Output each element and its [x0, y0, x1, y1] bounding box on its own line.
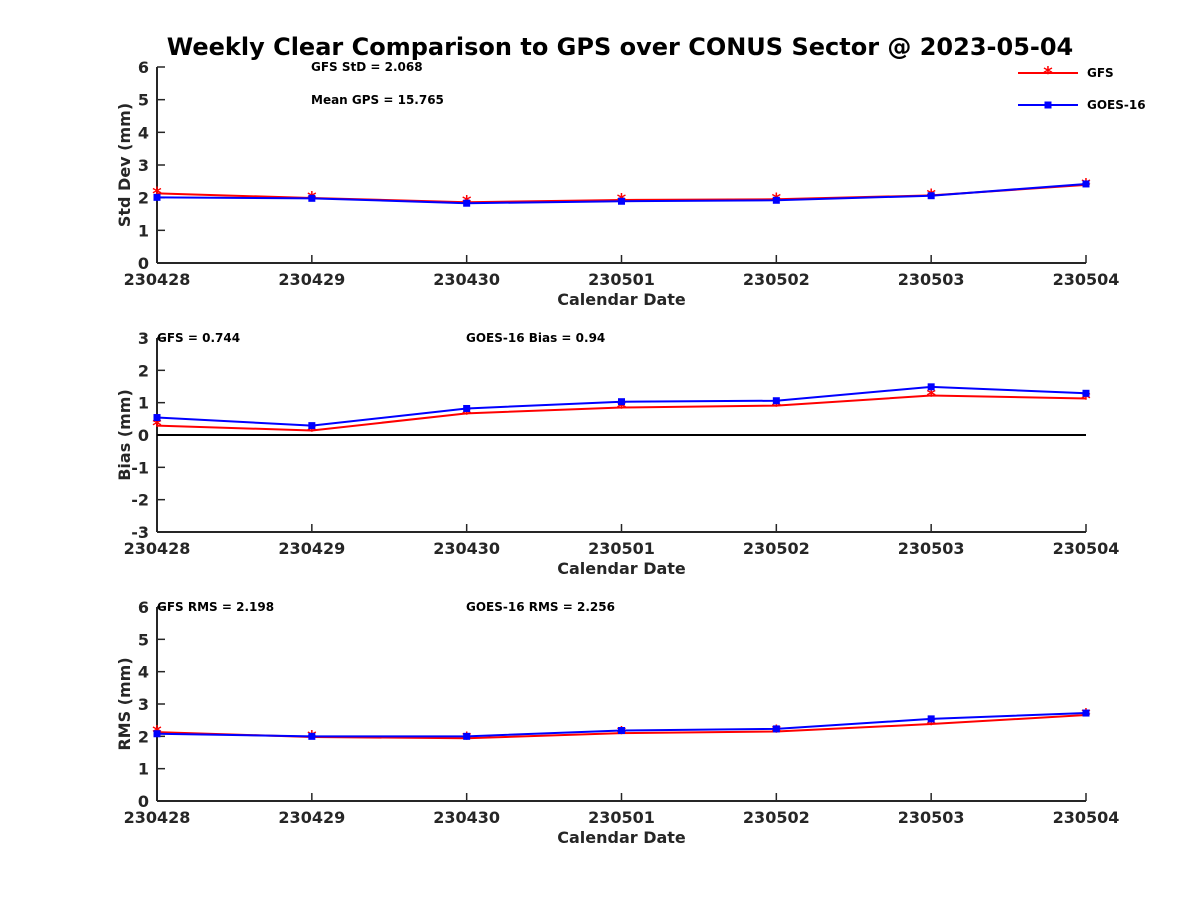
annotation: GOES-16 RMS = 2.256 — [466, 600, 615, 614]
data-point-goes16 — [618, 398, 625, 406]
data-point-goes16 — [772, 397, 780, 405]
chart-title: Weekly Clear Comparison to GPS over CONU… — [167, 33, 1074, 61]
y-axis-label: Bias (mm) — [115, 389, 134, 481]
x-axis-label: Calendar Date — [557, 290, 686, 309]
y-tick-label: 3 — [138, 156, 149, 175]
y-axis-label: Std Dev (mm) — [115, 103, 134, 227]
data-point-gfs: * — [926, 714, 936, 735]
x-tick-label: 230429 — [278, 808, 345, 827]
annotation: GFS = 0.744 — [157, 331, 240, 345]
y-tick-label: 6 — [138, 58, 149, 77]
panel-rms: 0 1 2 3 4 5 6 230428 230429 230430 230501 230502 230… — [115, 598, 1119, 847]
data-point-goes16 — [1082, 709, 1090, 717]
x-tick-label: 230428 — [124, 808, 191, 827]
y-tick-label: 4 — [138, 663, 149, 682]
data-point-goes16 — [153, 414, 161, 422]
y-tick-label: 5 — [138, 630, 149, 649]
x-tick-label: 230503 — [898, 270, 965, 289]
data-point-goes16 — [153, 193, 161, 201]
x-tick-label: 230429 — [278, 270, 345, 289]
y-tick-label: 3 — [138, 695, 149, 714]
annotation: GOES-16 Bias = 0.94 — [466, 331, 605, 345]
y-tick-label: 2 — [138, 189, 149, 208]
data-point-goes16 — [463, 732, 471, 740]
legend-label-goes16: GOES-16 — [1087, 98, 1146, 112]
x-tick-label: 230430 — [433, 808, 500, 827]
legend: * GFS GOES-16 — [1018, 63, 1146, 112]
y-tick-label: 1 — [138, 760, 149, 779]
x-tick-label: 230501 — [588, 808, 655, 827]
data-point-gfs: * — [1081, 388, 1091, 409]
x-tick-label: 230503 — [898, 539, 965, 558]
annotation: GFS StD = 2.068 — [311, 60, 423, 74]
data-point-goes16 — [1082, 180, 1090, 188]
data-point-goes16 — [463, 199, 471, 207]
x-tick-label: 230502 — [743, 808, 810, 827]
annotation: GFS RMS = 2.198 — [157, 600, 274, 614]
y-tick-label: 5 — [138, 91, 149, 110]
legend-label-gfs: GFS — [1087, 66, 1114, 80]
x-tick-label: 230429 — [278, 539, 345, 558]
y-tick-label: 4 — [138, 123, 149, 142]
y-tick-label: 1 — [138, 394, 149, 413]
y-tick-label: 0 — [138, 792, 149, 811]
y-tick-label: -1 — [131, 458, 149, 477]
data-point-gfs: * — [926, 386, 936, 407]
data-point-goes16 — [772, 196, 780, 204]
data-point-gfs: * — [617, 398, 627, 419]
y-tick-label: 6 — [138, 598, 149, 617]
y-tick-label: 0 — [138, 254, 149, 273]
x-axis-label: Calendar Date — [557, 828, 686, 847]
data-point-gfs: * — [307, 420, 317, 441]
y-tick-label: -3 — [131, 523, 149, 542]
data-point-goes16 — [308, 732, 316, 740]
y-tick-label: 2 — [138, 727, 149, 746]
data-point-goes16 — [927, 383, 935, 391]
x-tick-label: 230504 — [1053, 270, 1120, 289]
y-axis-label: RMS (mm) — [115, 657, 134, 750]
x-tick-label: 230430 — [433, 270, 500, 289]
data-point-goes16 — [618, 727, 625, 735]
x-tick-label: 230428 — [124, 270, 191, 289]
x-tick-label: 230430 — [433, 539, 500, 558]
x-tick-label: 230504 — [1053, 539, 1120, 558]
panel-bias: -3 -2 -1 0 1 2 3 230428 230429 230430 230501 230502… — [115, 329, 1119, 578]
y-tick-label: 3 — [138, 329, 149, 348]
y-tick-label: 2 — [138, 361, 149, 380]
x-tick-label: 230502 — [743, 270, 810, 289]
x-tick-label: 230428 — [124, 539, 191, 558]
data-point-gfs: * — [152, 416, 162, 437]
x-tick-label: 230501 — [588, 270, 655, 289]
y-tick-label: 1 — [138, 221, 149, 240]
data-point-goes16 — [1082, 389, 1090, 397]
data-point-gfs: * — [772, 396, 782, 417]
data-point-gfs: * — [462, 403, 472, 424]
x-tick-label: 230501 — [588, 539, 655, 558]
data-point-goes16 — [618, 197, 625, 205]
x-axis-label: Calendar Date — [557, 559, 686, 578]
data-point-goes16 — [772, 725, 780, 733]
data-point-goes16 — [463, 404, 471, 412]
annotation: Mean GPS = 15.765 — [311, 93, 444, 107]
panel-std: 0 1 2 3 4 5 6 230428 230429 230430 230501 230502 230… — [115, 58, 1119, 309]
y-tick-label: 0 — [138, 426, 149, 445]
legend-marker-goes16 — [1044, 101, 1052, 109]
data-point-goes16 — [153, 730, 161, 738]
legend-marker-gfs: * — [1043, 63, 1053, 84]
y-tick-label: -2 — [131, 491, 149, 510]
x-tick-label: 230504 — [1053, 808, 1120, 827]
x-tick-label: 230502 — [743, 539, 810, 558]
data-point-goes16 — [927, 192, 935, 200]
series-line-gfs — [156, 394, 1087, 432]
data-point-goes16 — [927, 715, 935, 723]
x-tick-label: 230503 — [898, 808, 965, 827]
data-point-goes16 — [308, 422, 316, 430]
data-point-goes16 — [308, 194, 316, 202]
